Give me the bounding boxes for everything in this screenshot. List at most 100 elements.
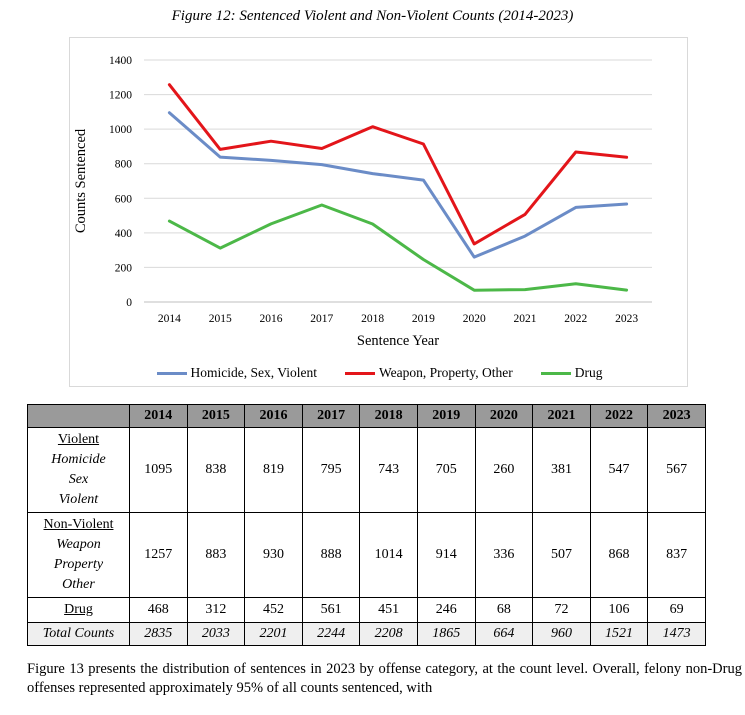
table-cell: 567 xyxy=(647,427,706,513)
x-tick-label: 2015 xyxy=(209,313,232,325)
table-cell: 336 xyxy=(474,512,534,598)
x-tick-label: 2014 xyxy=(158,313,181,325)
subcategory-label: Violent xyxy=(58,492,99,507)
y-tick-label: 1200 xyxy=(109,90,132,102)
table-cell: 888 xyxy=(301,512,361,598)
table-cell: 507 xyxy=(532,512,591,598)
table-cell: 1473 xyxy=(647,622,706,646)
y-tick-label: 800 xyxy=(115,159,133,171)
x-tick-label: 2021 xyxy=(514,313,537,325)
year-header: 2014 xyxy=(129,404,188,428)
y-tick-label: 1000 xyxy=(109,124,132,136)
year-header: 2021 xyxy=(532,404,591,428)
x-tick-label: 2023 xyxy=(615,313,638,325)
x-tick-label: 2016 xyxy=(260,313,283,325)
subcategory-label: Other xyxy=(62,577,95,592)
table-cell: 838 xyxy=(186,427,246,513)
year-header: 2023 xyxy=(647,404,706,428)
table-cell: 561 xyxy=(301,597,361,623)
legend-item-nonviolent: Weapon, Property, Other xyxy=(344,363,513,383)
subcategory-label: Homicide xyxy=(51,452,106,467)
chart-area: 0 200 400 600 800 1000 1200 1400 2014 2015 2016 201… xyxy=(69,37,688,387)
table-cell: 2033 xyxy=(186,622,246,646)
table-cell: 1521 xyxy=(589,622,649,646)
table-cell: 68 xyxy=(474,597,534,623)
counts-table: 2014 2015 2016 2017 2018 2019 2020 2021 … xyxy=(27,404,706,646)
year-header: 2018 xyxy=(359,404,418,428)
subcategory-label: Property xyxy=(53,557,104,572)
category-label: Non-Violent xyxy=(43,517,114,532)
table-cell: 1095 xyxy=(129,427,188,513)
table-cell: 2208 xyxy=(359,622,418,646)
x-axis-label: Sentence Year xyxy=(357,333,439,349)
row-header-nonviolent: Non-Violent Weapon Property Other xyxy=(27,512,130,598)
x-tick-label: 2018 xyxy=(361,313,384,325)
row-header-violent: Violent Homicide Sex Violent xyxy=(27,427,130,513)
line-chart: 0 200 400 600 800 1000 1200 1400 2014 2015 2016 201… xyxy=(73,55,652,349)
category-label: Violent xyxy=(57,432,100,447)
legend-label-nonviolent: Weapon, Property, Other xyxy=(378,365,513,380)
table-cell: 795 xyxy=(301,427,361,513)
series-line-drug xyxy=(167,203,629,292)
table-row-total: Total Counts 2835 2033 2201 2244 2208 18… xyxy=(27,622,706,646)
y-axis-label: Counts Sentenced xyxy=(73,128,89,233)
category-label: Drug xyxy=(64,602,93,617)
table-cell: 2244 xyxy=(301,622,361,646)
table-cell: 547 xyxy=(589,427,649,513)
table-cell: 705 xyxy=(416,427,476,513)
table-cell: 868 xyxy=(589,512,649,598)
legend-label-drug: Drug xyxy=(574,365,603,380)
legend-swatch-nonviolent xyxy=(344,371,375,375)
series-line-violent xyxy=(167,111,629,259)
year-header: 2022 xyxy=(589,404,649,428)
row-header-total: Total Counts xyxy=(27,622,130,646)
table-cell: 72 xyxy=(532,597,591,623)
x-tick-label: 2017 xyxy=(310,313,333,325)
legend-item-violent: Homicide, Sex, Violent xyxy=(156,363,317,383)
table-cell: 106 xyxy=(589,597,649,623)
table-cell: 451 xyxy=(359,597,418,623)
table-cell: 452 xyxy=(244,597,303,623)
table-cell: 743 xyxy=(359,427,418,513)
y-tick-label: 0 xyxy=(126,297,132,309)
subcategory-label: Weapon xyxy=(56,537,101,552)
x-tick-label: 2020 xyxy=(463,313,486,325)
table-cell: 468 xyxy=(129,597,188,623)
year-header: 2019 xyxy=(416,404,476,428)
year-header: 2020 xyxy=(474,404,534,428)
table-cell: 2201 xyxy=(244,622,303,646)
table-cell: 260 xyxy=(474,427,534,513)
table-row-violent: Violent Homicide Sex Violent 1095 838 81… xyxy=(27,427,706,513)
table-cell: 664 xyxy=(474,622,534,646)
legend-swatch-drug xyxy=(540,371,571,375)
table-row-drug: Drug 468 312 452 561 451 246 68 72 106 6… xyxy=(27,597,706,623)
body-paragraph: Figure 13 presents the distribution of s… xyxy=(27,661,742,696)
table-header-row: 2014 2015 2016 2017 2018 2019 2020 2021 … xyxy=(27,404,706,428)
table-cell: 837 xyxy=(647,512,706,598)
legend-label-violent: Homicide, Sex, Violent xyxy=(190,365,317,380)
x-tick-label: 2022 xyxy=(564,313,587,325)
subcategory-label: Sex xyxy=(68,472,89,487)
y-tick-label: 400 xyxy=(115,228,133,240)
table-cell: 1014 xyxy=(359,512,418,598)
table-cell: 69 xyxy=(647,597,706,623)
table-cell: 246 xyxy=(416,597,476,623)
y-tick-label: 1400 xyxy=(109,55,132,67)
y-tick-label: 600 xyxy=(115,193,133,205)
table-cell: 1865 xyxy=(416,622,476,646)
year-header: 2017 xyxy=(301,404,361,428)
table-cell: 1257 xyxy=(129,512,188,598)
table-corner-cell xyxy=(27,404,130,428)
y-tick-label: 200 xyxy=(115,262,133,274)
legend-item-drug: Drug xyxy=(540,363,603,383)
series-line-nonviolent xyxy=(167,83,629,246)
chart-legend: Homicide, Sex, Violent Weapon, Property,… xyxy=(70,363,689,383)
table-cell: 312 xyxy=(186,597,246,623)
year-header: 2015 xyxy=(186,404,246,428)
table-cell: 930 xyxy=(244,512,303,598)
table-cell: 960 xyxy=(532,622,591,646)
table-row-nonviolent: Non-Violent Weapon Property Other 1257 8… xyxy=(27,512,706,598)
table-cell: 819 xyxy=(244,427,303,513)
year-header: 2016 xyxy=(244,404,303,428)
table-cell: 914 xyxy=(416,512,476,598)
